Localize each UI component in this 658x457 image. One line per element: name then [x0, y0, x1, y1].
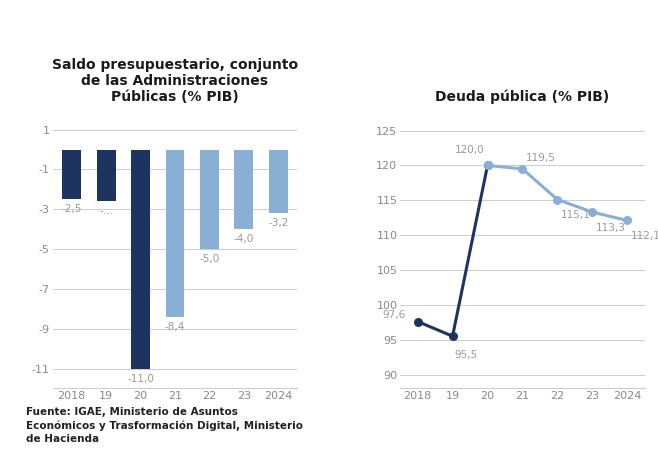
Text: -4,0: -4,0: [234, 234, 254, 244]
Bar: [269, 149, 288, 213]
Bar: [200, 149, 219, 249]
Bar: [234, 149, 253, 229]
Bar: [97, 149, 116, 201]
Text: 97,6: 97,6: [382, 309, 405, 319]
Text: 115,1: 115,1: [561, 210, 591, 220]
Text: 112,1: 112,1: [631, 231, 658, 241]
Bar: [131, 149, 150, 368]
Bar: [62, 149, 81, 199]
Title: Saldo presupuestario, conjunto
de las Administraciones
Públicas (% PIB): Saldo presupuestario, conjunto de las Ad…: [52, 58, 298, 104]
Text: -3,2: -3,2: [268, 218, 289, 228]
Text: -5,0: -5,0: [199, 254, 220, 264]
Title: Deuda pública (% PIB): Deuda pública (% PIB): [436, 90, 609, 104]
Text: 95,5: 95,5: [454, 350, 478, 360]
Text: 119,5: 119,5: [526, 154, 556, 163]
Text: 120,0: 120,0: [455, 145, 484, 155]
Text: -...: -...: [99, 206, 113, 216]
Bar: [166, 149, 184, 317]
Text: -8,4: -8,4: [164, 322, 185, 332]
Text: -2,5: -2,5: [61, 204, 82, 214]
Text: -11,0: -11,0: [127, 373, 154, 383]
Text: Fuente: IGAE, Ministerio de Asuntos
Económicos y Trasformación Digital, Minister: Fuente: IGAE, Ministerio de Asuntos Econ…: [26, 407, 303, 444]
Text: 113,3: 113,3: [596, 223, 626, 233]
